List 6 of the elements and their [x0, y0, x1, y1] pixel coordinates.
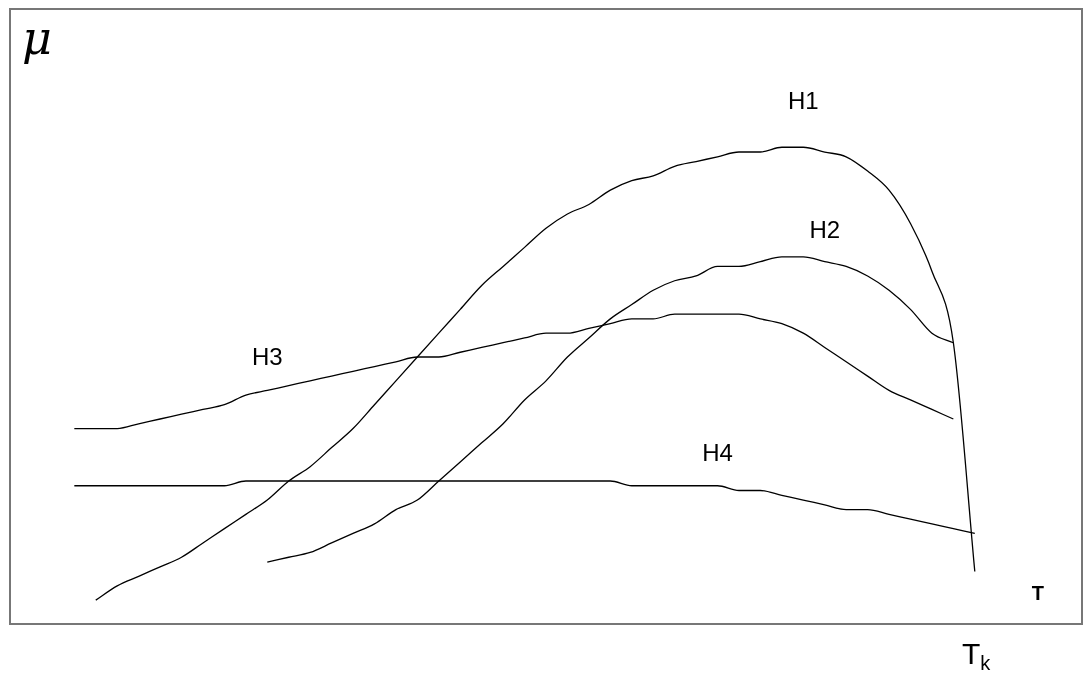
series-label: H1 — [787, 87, 819, 115]
series-label: H3 — [251, 343, 283, 371]
series-label: H4 — [702, 438, 733, 466]
y-axis-title: μ — [22, 10, 52, 65]
series-label: H2 — [809, 215, 841, 243]
x-axis-title: T — [1031, 581, 1044, 604]
